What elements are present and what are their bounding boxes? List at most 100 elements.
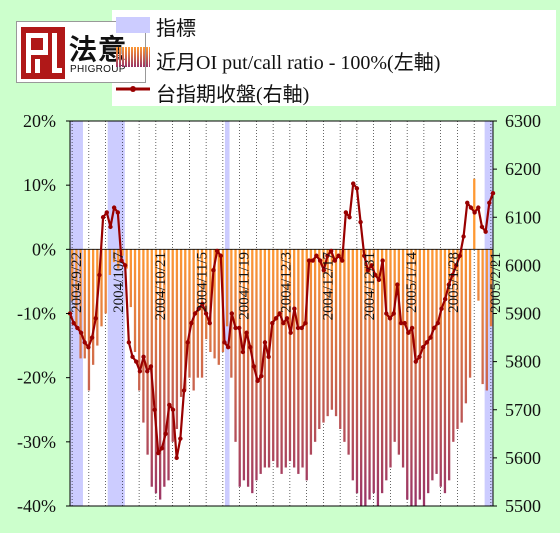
ratio-bar — [284, 249, 287, 468]
close-point — [409, 325, 415, 331]
right-tick-label: 5700 — [505, 400, 541, 420]
right-tick-label: 6200 — [505, 159, 541, 179]
close-point — [126, 340, 132, 345]
close-point — [431, 325, 437, 331]
ratio-bar — [330, 249, 334, 410]
ratio-bar — [117, 249, 120, 269]
close-point — [328, 248, 334, 254]
close-point — [222, 340, 227, 345]
x-tick-label: 2004/12/31 — [362, 252, 378, 320]
left-tick-label: -10% — [17, 304, 56, 324]
indicator-bar — [107, 121, 113, 506]
close-point — [137, 369, 143, 374]
ratio-bar — [200, 249, 204, 378]
x-tick-label: 2005/1/14 — [404, 252, 420, 313]
close-point — [156, 450, 161, 456]
legend-label-close: 台指期收盤(右軸) — [156, 84, 310, 106]
ratio-bar — [355, 249, 359, 494]
x-tick-label: 2004/11/19 — [237, 252, 253, 320]
close-point — [339, 258, 345, 263]
close-point — [472, 210, 477, 215]
close-point — [277, 311, 282, 316]
ratio-bar — [108, 249, 112, 275]
left-tick-label: 0% — [32, 239, 56, 259]
close-point — [490, 190, 496, 196]
close-point — [439, 306, 444, 311]
ratio-bar — [246, 249, 250, 487]
close-point — [358, 219, 363, 225]
ratio-bar — [121, 249, 124, 256]
ratio-bar — [154, 249, 158, 494]
close-point — [479, 224, 485, 230]
close-point — [218, 253, 224, 258]
ratio-bar — [305, 249, 308, 481]
ratio-bar — [179, 249, 183, 397]
brand-name-en: PHIGROUP — [70, 64, 126, 75]
close-point — [343, 210, 349, 215]
ratio-bar — [129, 249, 132, 308]
close-point — [192, 311, 198, 316]
ratio-bar — [464, 249, 468, 404]
close-point — [89, 335, 95, 340]
ratio-bar — [360, 249, 363, 507]
ratio-bar — [293, 249, 296, 468]
close-point — [266, 354, 271, 360]
close-point — [369, 263, 374, 268]
legend — [112, 10, 556, 106]
ratio-bar — [418, 249, 421, 500]
close-point — [185, 340, 190, 345]
ratio-bar — [213, 249, 216, 359]
close-point — [75, 325, 80, 331]
ratio-bar — [263, 249, 267, 468]
close-point — [152, 407, 157, 412]
ratio-bar — [389, 249, 392, 468]
ratio-bar — [489, 249, 493, 327]
ratio-bar — [318, 249, 321, 429]
close-point — [413, 359, 418, 364]
close-point — [97, 272, 102, 278]
close-point — [435, 320, 441, 326]
legend-swatch-indicator — [116, 17, 150, 33]
close-point — [461, 234, 466, 239]
close-point — [237, 325, 242, 331]
close-point — [82, 340, 87, 345]
close-point — [93, 316, 98, 321]
ratio-bar — [104, 249, 107, 314]
close-point — [336, 253, 341, 258]
ratio-bar — [393, 249, 396, 442]
close-point — [325, 253, 330, 258]
ratio-bar — [171, 249, 174, 442]
close-point — [454, 263, 459, 268]
ratio-bar — [301, 249, 304, 468]
close-point — [362, 253, 367, 258]
ratio-bar — [188, 249, 191, 378]
close-point — [384, 311, 389, 316]
close-point — [233, 325, 238, 331]
close-point — [71, 320, 76, 326]
x-tick-label: 2004/12/17 — [320, 252, 336, 321]
close-point — [119, 258, 124, 263]
close-point — [111, 205, 117, 210]
ratio-bar — [133, 249, 137, 352]
close-point — [373, 272, 378, 278]
x-tick-label: 2004/12/3 — [278, 252, 294, 313]
close-point — [376, 277, 382, 283]
close-point — [487, 200, 492, 206]
close-point — [189, 320, 194, 326]
close-point — [163, 431, 168, 437]
ratio-bar — [443, 249, 447, 494]
close-point — [104, 210, 109, 215]
ratio-bar — [87, 249, 91, 391]
ratio-bar — [71, 249, 74, 301]
close-point — [284, 316, 290, 321]
close-point — [141, 354, 146, 360]
ratio-bar — [410, 249, 413, 507]
ratio-bar — [255, 249, 258, 481]
close-point — [203, 311, 209, 316]
right-tick-label: 5500 — [505, 496, 541, 516]
ratio-bar — [288, 249, 292, 462]
close-point — [428, 335, 433, 340]
left-tick-label: -20% — [17, 368, 56, 388]
close-point — [417, 354, 422, 360]
